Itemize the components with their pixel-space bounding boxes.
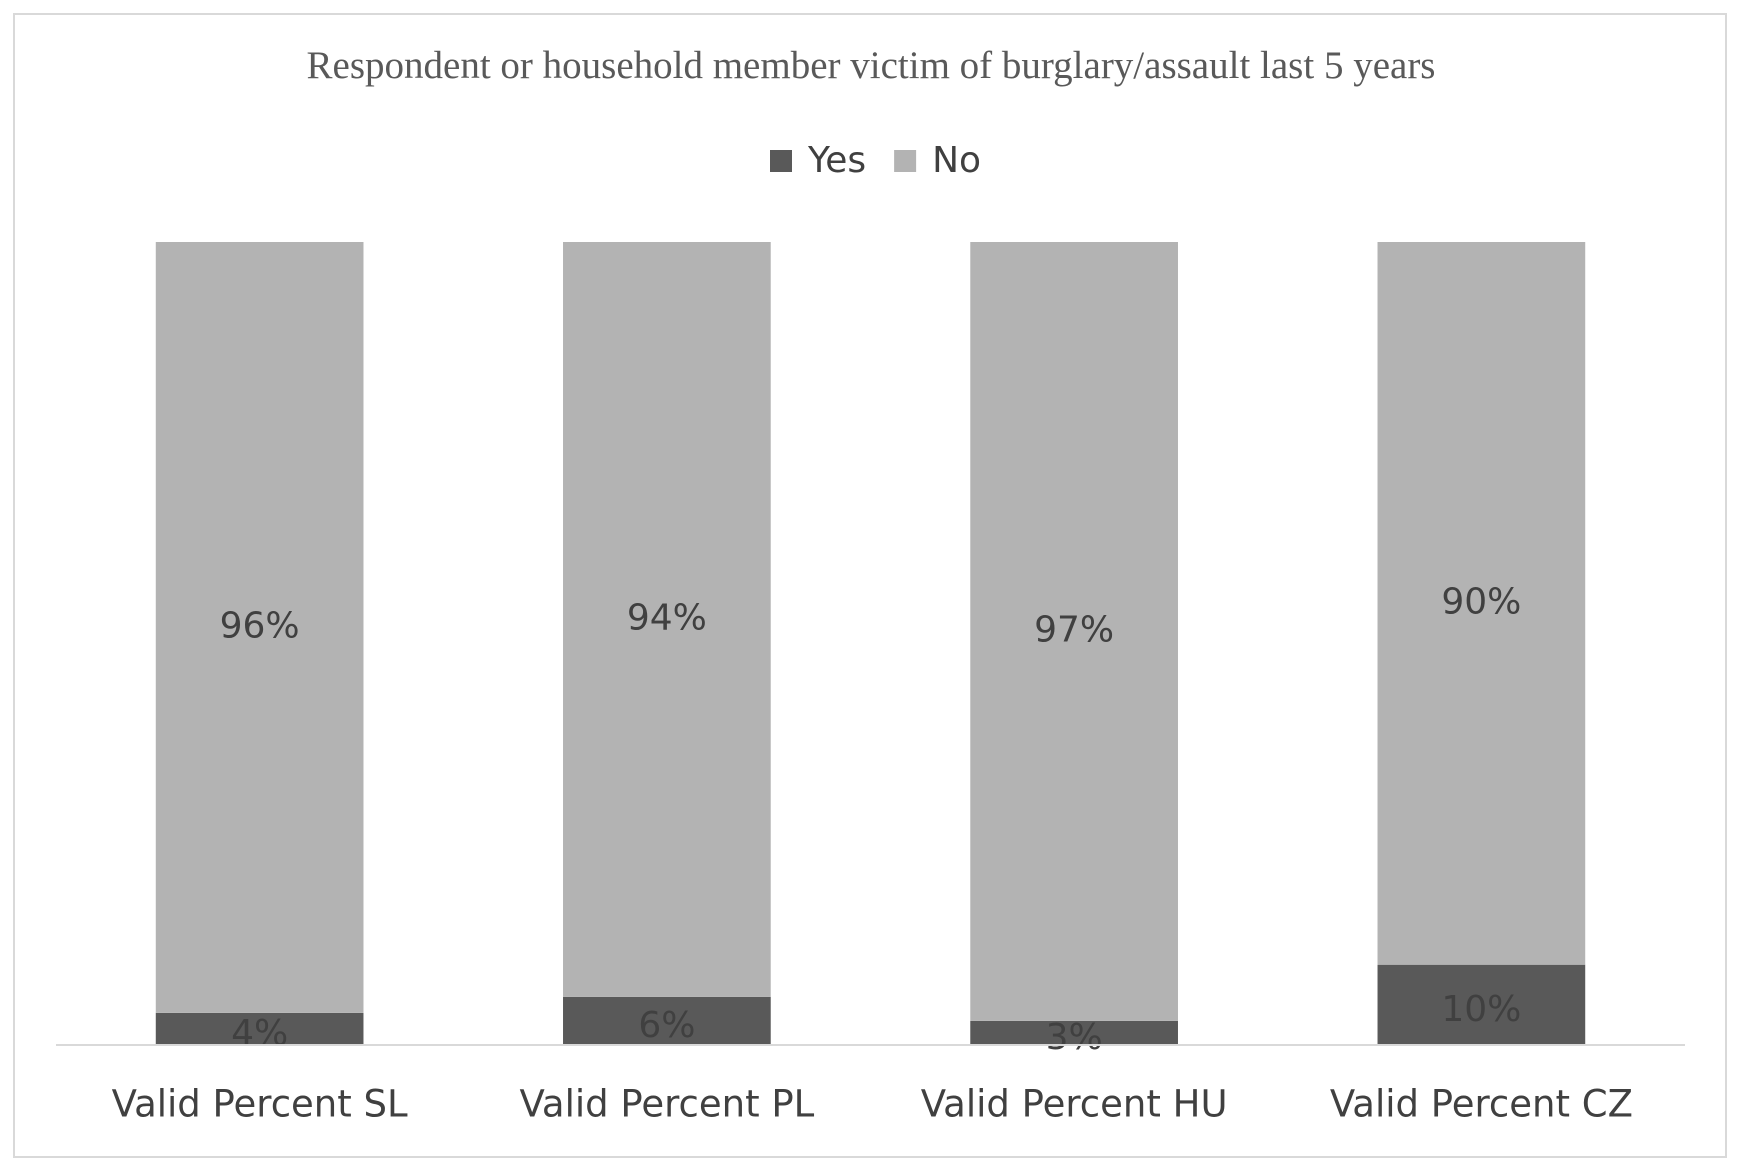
bar-segment (563, 996, 771, 1045)
bar-segment (970, 1020, 1178, 1045)
data-label: 96% (220, 605, 300, 646)
data-label: 6% (638, 1005, 695, 1046)
legend-swatch (894, 150, 917, 172)
x-tick-label: Valid Percent SL (112, 1083, 408, 1126)
bar-segment (563, 242, 771, 997)
data-label: 97% (1034, 609, 1114, 650)
data-label: 90% (1441, 581, 1521, 622)
bar-segment (155, 1012, 364, 1045)
data-label: 94% (627, 597, 707, 638)
chart-title: Respondent or household member victim of… (307, 44, 1436, 87)
bar-segment (970, 242, 1178, 1021)
x-tick-label: Valid Percent PL (519, 1083, 814, 1126)
legend-swatch (770, 150, 792, 172)
x-tick-label: Valid Percent CZ (1330, 1083, 1633, 1126)
legend-label: No (932, 140, 981, 181)
bar-segment (155, 242, 364, 1013)
data-label: 10% (1441, 989, 1521, 1030)
bar-segment (1377, 242, 1586, 965)
legend-label: Yes (807, 140, 866, 181)
data-label: 3% (1046, 1017, 1103, 1058)
data-label: 4% (231, 1013, 288, 1054)
x-tick-label: Valid Percent HU (921, 1083, 1228, 1126)
bar-segment (1377, 964, 1586, 1045)
